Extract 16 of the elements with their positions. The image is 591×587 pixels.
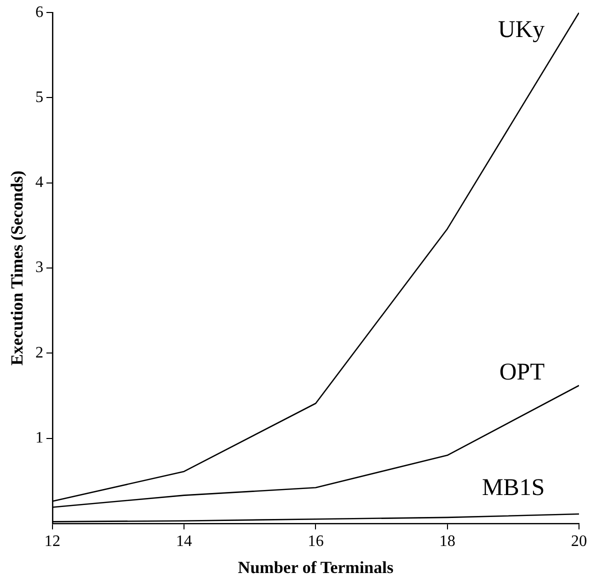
y-axis-title: Execution Times (Seconds) bbox=[8, 170, 27, 366]
y-tick-label: 5 bbox=[35, 88, 44, 106]
x-axis-title: Number of Terminals bbox=[238, 558, 394, 578]
series-label: MB1S bbox=[482, 475, 545, 502]
y-tick-label: 4 bbox=[35, 174, 44, 192]
x-tick-label: 14 bbox=[176, 533, 192, 550]
y-tick-label: 1 bbox=[35, 429, 44, 446]
x-tick-label: 16 bbox=[308, 533, 324, 550]
x-tick-label: 20 bbox=[571, 533, 587, 550]
y-tick-label: 2 bbox=[35, 344, 44, 362]
series-label: UKy bbox=[498, 16, 545, 43]
y-tick-label: 6 bbox=[35, 4, 44, 21]
y-tick-label: 3 bbox=[35, 259, 44, 276]
x-tick-label: 18 bbox=[439, 533, 456, 550]
series-label: OPT bbox=[499, 360, 546, 386]
x-tick-label: 12 bbox=[44, 533, 60, 550]
